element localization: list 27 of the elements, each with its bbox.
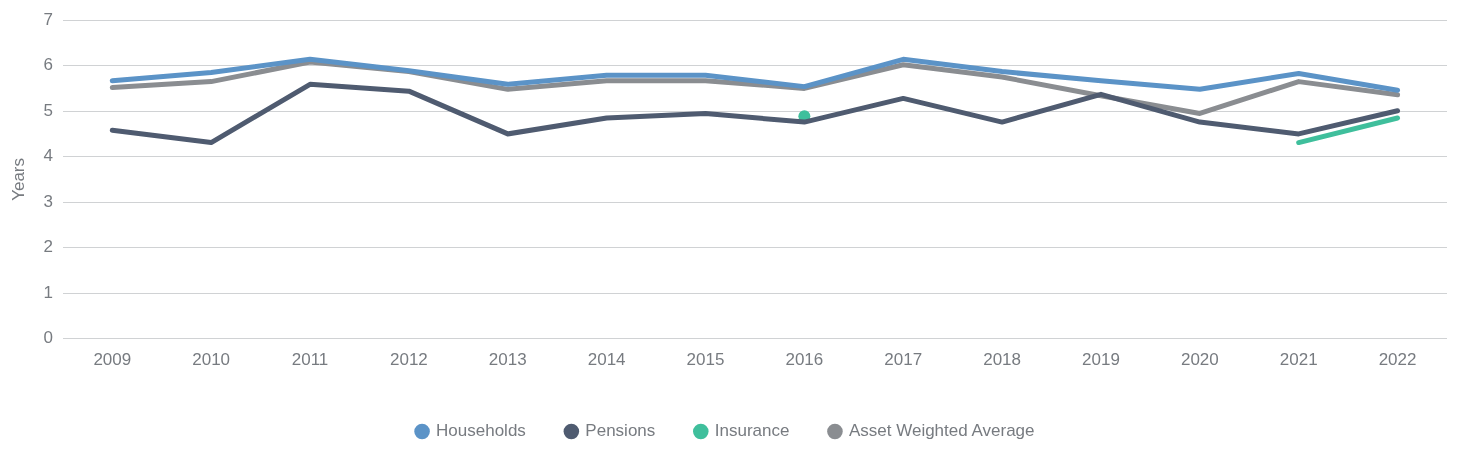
- y-tick-label: 5: [43, 100, 53, 120]
- x-tick-label: 2010: [192, 350, 231, 370]
- y-tick-label: 0: [43, 328, 53, 348]
- x-tick-label: 2021: [1279, 350, 1318, 370]
- y-tick-label: 3: [43, 191, 53, 211]
- legend-label: Asset Weighted Average: [848, 421, 1035, 441]
- y-axis-title: Years: [8, 157, 28, 201]
- x-tick-label: 2012: [389, 350, 428, 370]
- legend-label: Households: [436, 421, 526, 441]
- y-tick-label: 6: [43, 55, 53, 75]
- x-tick-label: 2014: [587, 350, 626, 370]
- y-tick-label: 7: [43, 9, 53, 29]
- x-tick-label: 2011: [291, 350, 329, 370]
- legend-label: Pensions: [585, 421, 656, 441]
- x-tick-label: 2013: [488, 350, 527, 370]
- x-tick-label: 2016: [785, 350, 824, 370]
- x-tick-label: 2015: [686, 350, 725, 370]
- legend-label: Insurance: [714, 421, 790, 441]
- x-tick-label: 2020: [1180, 350, 1219, 370]
- x-tick-label: 2018: [983, 350, 1022, 370]
- x-tick-label: 2022: [1378, 350, 1417, 370]
- y-tick-label: 1: [43, 282, 53, 302]
- x-tick-label: 2019: [1082, 350, 1120, 370]
- y-tick-label: 2: [43, 237, 53, 257]
- y-tick-label: 4: [43, 146, 53, 166]
- x-tick-label: 2009: [93, 350, 132, 370]
- x-tick-label: 2017: [884, 350, 923, 370]
